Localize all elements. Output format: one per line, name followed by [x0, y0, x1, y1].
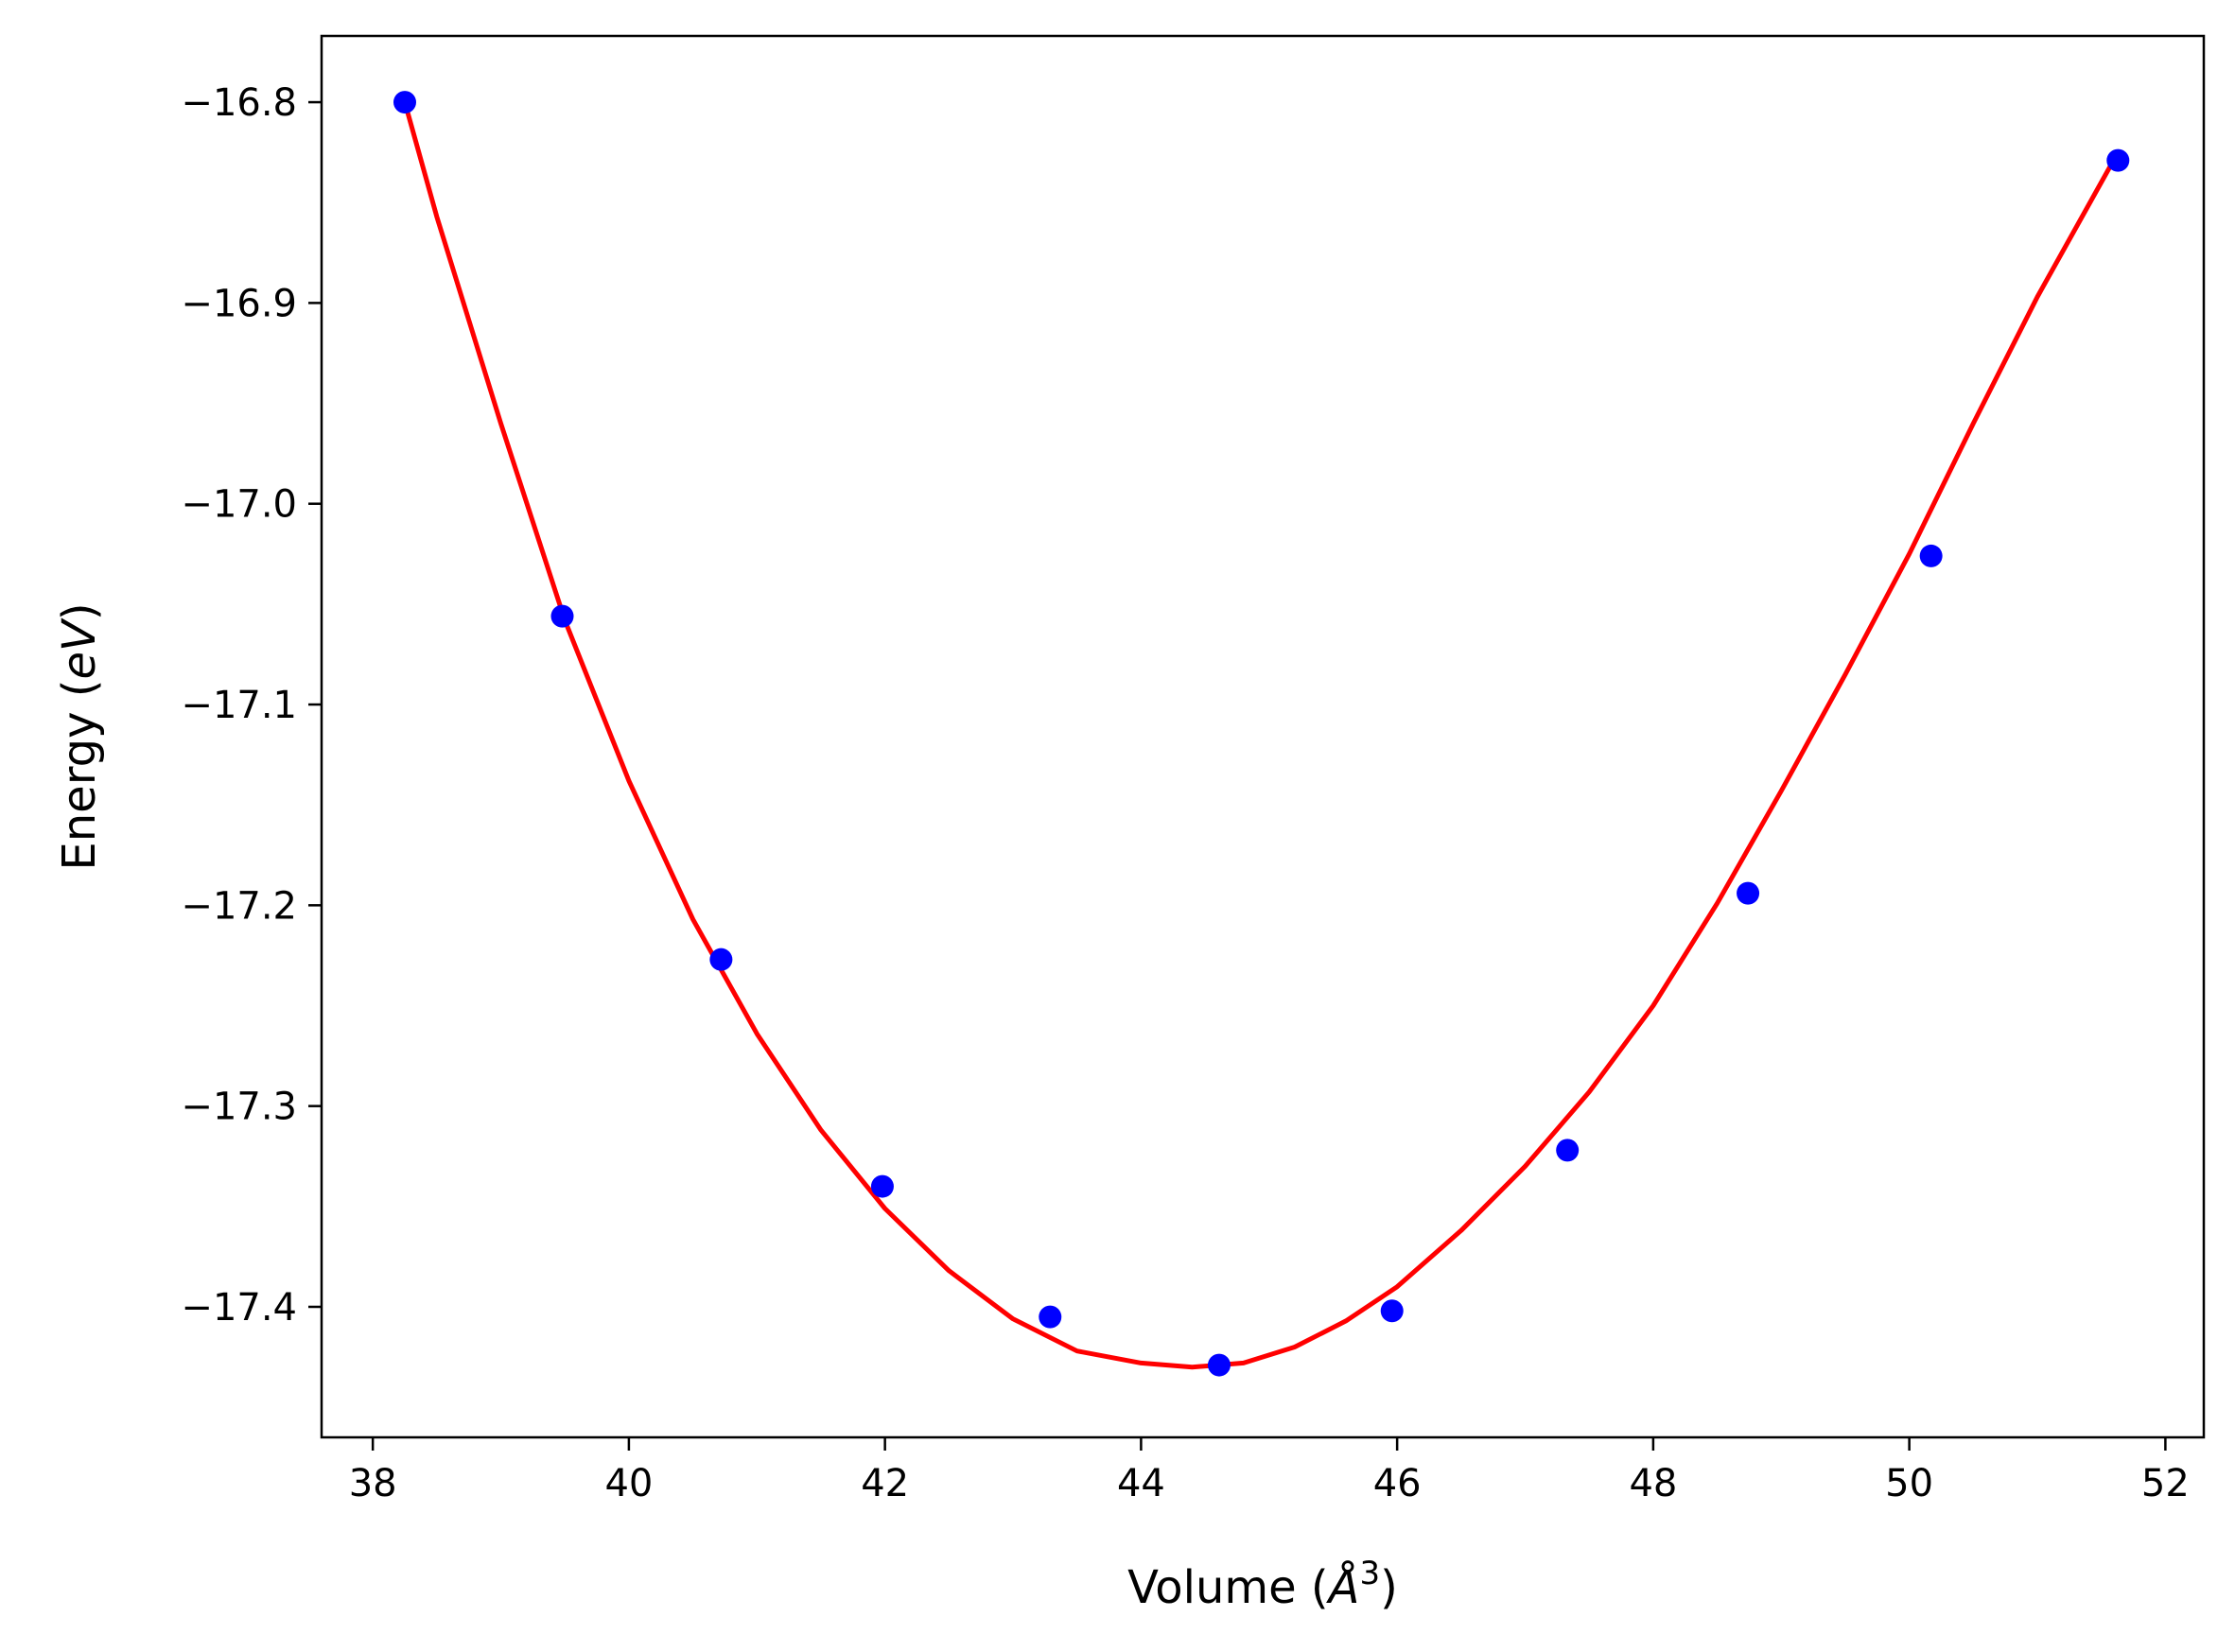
x-tick-label-0: 38 — [349, 1462, 397, 1505]
data-point-10 — [2106, 148, 2130, 172]
data-point-5 — [1207, 1353, 1231, 1377]
y-tick-label-6: −17.4 — [181, 1286, 297, 1330]
x-axis-title-prefix: Volume ( — [1127, 1561, 1329, 1614]
data-point-7 — [1556, 1139, 1580, 1162]
plot-layer — [393, 91, 2130, 1377]
x-axis-title-symbol: Å — [1326, 1560, 1360, 1614]
fit-curve — [402, 101, 2121, 1370]
x-tick-label-7: 52 — [2141, 1462, 2190, 1505]
x-tick-label-3: 44 — [1117, 1462, 1165, 1505]
y-tick-label-5: −17.3 — [181, 1086, 297, 1129]
data-point-1 — [550, 604, 574, 628]
x-tick-label-4: 46 — [1373, 1462, 1422, 1505]
y-axis-title-suffix: ) — [53, 602, 106, 620]
y-tick-label-2: −17.0 — [181, 483, 297, 527]
x-axis: 38 40 42 44 46 48 50 52 — [349, 1437, 2190, 1505]
data-point-6 — [1380, 1299, 1404, 1323]
y-tick-label-0: −16.8 — [181, 81, 297, 125]
data-point-8 — [1737, 881, 1760, 905]
x-axis-title: Volume (Å3) — [1127, 1555, 1398, 1614]
y-axis-title-prefix: Energy ( — [53, 680, 106, 871]
y-tick-label-1: −16.9 — [181, 282, 297, 325]
x-axis-title-superscript: 3 — [1359, 1555, 1380, 1592]
x-tick-label-1: 40 — [604, 1462, 653, 1505]
y-tick-label-4: −17.2 — [181, 884, 297, 928]
x-tick-label-5: 48 — [1629, 1462, 1677, 1505]
data-point-2 — [709, 948, 733, 971]
x-tick-label-6: 50 — [1885, 1462, 1933, 1505]
x-tick-label-2: 42 — [861, 1462, 909, 1505]
y-axis-title-symbol: eV — [53, 617, 106, 680]
data-point-3 — [870, 1174, 894, 1198]
y-tick-label-3: −17.1 — [181, 684, 297, 727]
data-point-0 — [393, 91, 416, 114]
plot-frame — [320, 34, 2206, 1439]
y-axis: −16.8 −16.9 −17.0 −17.1 −17.2 −17.3 −17.4 — [181, 81, 322, 1330]
y-axis-title: Energy (eV) — [53, 602, 106, 870]
data-point-9 — [1919, 544, 1943, 567]
data-point-4 — [1039, 1305, 1062, 1329]
x-axis-title-suffix: ) — [1380, 1561, 1398, 1614]
